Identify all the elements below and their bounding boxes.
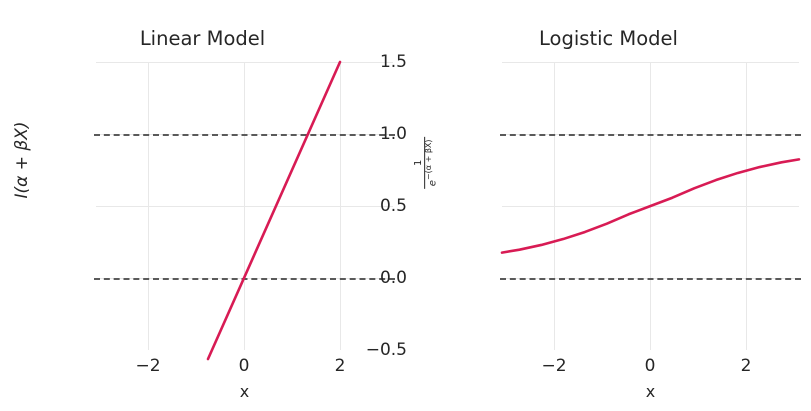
plot-area-logistic	[500, 62, 801, 350]
x-tick-label: 2	[740, 356, 752, 376]
panel-title-logistic-line1: Logistic Model	[539, 27, 678, 50]
plot-area-linear	[94, 60, 395, 361]
gridline-vertical	[746, 62, 747, 350]
reference-line-one	[94, 134, 395, 136]
y-axis-label-logistic: 1 e−(α + βX)	[413, 103, 439, 223]
y-tick-label: 0.0	[0, 268, 1, 288]
y-tick-label: 1.0	[379, 124, 407, 144]
x-axis-label-linear: x	[239, 382, 250, 401]
fraction-denominator: e−(α + βX)	[424, 136, 439, 189]
panel-title-linear-line1: Linear Model	[139, 27, 266, 50]
linear-line-segment	[206, 60, 342, 361]
y-tick-label: 0.0	[379, 268, 407, 288]
x-tick-label: 0	[238, 356, 250, 376]
y-tick-label: −0.5	[0, 340, 1, 360]
reference-line-zero	[500, 278, 801, 280]
y-axis-label-linear: I(α + βX)	[12, 121, 32, 199]
gridline-vertical	[340, 62, 341, 350]
gridline-vertical	[244, 62, 245, 350]
x-tick-label: 0	[644, 356, 656, 376]
gridline-vertical	[554, 62, 555, 350]
logistic-model-curve	[500, 158, 801, 254]
y-tick-label: 0.5	[0, 196, 1, 216]
linear-model-curve	[206, 60, 342, 361]
denominator-base: e	[427, 180, 439, 187]
y-tick-label: 1.5	[0, 52, 1, 72]
x-axis-label-logistic: x	[645, 382, 656, 401]
fraction-expression: 1 e−(α + βX)	[413, 136, 439, 190]
denominator-exponent: −(α + βX)	[424, 139, 434, 181]
x-tick-label: −2	[135, 356, 161, 376]
y-tick-label: 0.5	[379, 196, 407, 216]
gridline-vertical	[148, 62, 149, 350]
logistic-curve-path	[500, 158, 801, 254]
panel-logistic-model: Logistic Model (binary outcomes) 1 e−(α …	[366, 0, 811, 411]
reference-line-one	[500, 134, 801, 136]
panel-linear-model: Linear Model (continous outcomes) I(α + …	[0, 0, 405, 411]
x-tick-label: 2	[334, 356, 346, 376]
y-tick-label: −0.5	[365, 340, 407, 360]
x-tick-label: −2	[541, 356, 567, 376]
y-tick-label: 1.0	[0, 124, 1, 144]
y-tick-label: 1.5	[379, 52, 407, 72]
